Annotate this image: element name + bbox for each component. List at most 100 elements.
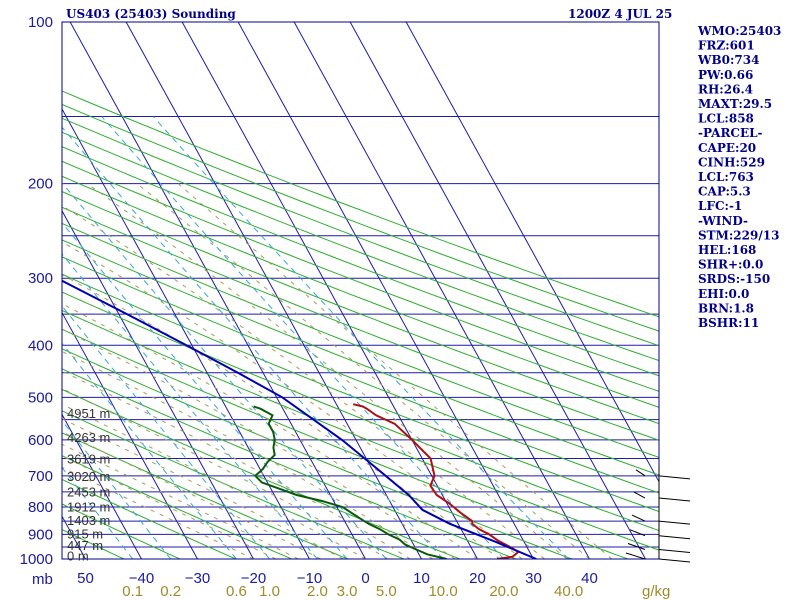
wind-barb-flag <box>627 543 646 550</box>
wind-barb <box>658 520 691 525</box>
moist-adiabat-line <box>62 370 411 559</box>
mixing-ratio-line <box>152 116 569 559</box>
dry-adiabat-line <box>62 291 659 532</box>
pressure-tick-label: 300 <box>28 270 53 287</box>
dry-adiabat-line <box>62 503 181 559</box>
moist-adiabat-line <box>62 387 389 559</box>
pressure-tick-label: 800 <box>28 499 53 516</box>
mixing-ratio-tick-label: 1.0 <box>259 583 280 600</box>
mixing-ratio-tick-label: 10.0 <box>428 583 457 600</box>
moist-adiabat-line <box>86 183 568 559</box>
dry-adiabat-line <box>62 160 659 392</box>
moist-adiabat-line <box>62 418 344 559</box>
pressure-unit-label: mb <box>32 571 53 588</box>
plot-frame <box>61 21 660 560</box>
isotherm-line <box>0 22 30 559</box>
dewpoint-trace <box>253 405 447 559</box>
height-label: 0 m <box>67 549 89 564</box>
height-label: 915 m <box>67 526 103 541</box>
index-value: SHR+:0.0 <box>698 258 763 272</box>
isotherm-line <box>62 209 254 559</box>
dry-adiabat-line <box>62 90 659 318</box>
mixing-ratio-tick-label: 2.0 <box>307 583 328 600</box>
temperature-tick-label: 0 <box>361 570 369 587</box>
dry-adiabat-line <box>62 117 659 347</box>
index-value: CINH:529 <box>698 155 765 169</box>
station-title: US403 (25403) Sounding <box>66 7 236 21</box>
mixing-ratio-tick-label: 40.0 <box>554 583 583 600</box>
dry-adiabat-line <box>62 432 349 559</box>
index-value: WMO:25403 <box>697 24 781 38</box>
index-value: BSHR:11 <box>698 316 759 330</box>
wind-barb <box>658 548 691 553</box>
moist-adiabat-line <box>136 183 590 559</box>
isotherm-line <box>62 311 198 559</box>
wind-barb-flag <box>629 529 646 537</box>
temperature-tick-label: 20 <box>469 570 486 587</box>
index-value: LCL:858 <box>698 112 754 126</box>
wind-barb <box>658 558 691 563</box>
pressure-tick-label: 1000 <box>20 551 53 568</box>
wind-barb-flag <box>635 469 646 477</box>
mixing-ratio-line <box>62 221 348 559</box>
height-label: 4263 m <box>67 430 110 445</box>
pressure-tick-label: 700 <box>28 468 53 485</box>
temperature-tick-label: 30 <box>525 570 542 587</box>
index-value: HEL:168 <box>698 243 756 257</box>
moist-adiabat-line <box>62 241 523 559</box>
pressure-tick-label: 500 <box>28 389 53 406</box>
mixing-ratio-line <box>62 419 172 559</box>
dry-adiabat-line <box>62 103 659 332</box>
mixing-ratio-tick-label: 0.2 <box>160 583 181 600</box>
isotherm-line <box>125 22 422 559</box>
index-value: RH:26.4 <box>698 82 753 96</box>
chart-traces <box>62 279 537 559</box>
wind-barb <box>658 535 691 540</box>
temperature-tick-label: −30 <box>185 570 210 587</box>
moist-adiabat-line <box>62 328 456 559</box>
mixing-ratio-tick-label: 20.0 <box>489 583 518 600</box>
index-value: EHI:0.0 <box>698 287 749 301</box>
dry-adiabat-line <box>62 222 659 458</box>
index-value: PW:0.66 <box>698 68 753 82</box>
index-value: FRZ:601 <box>698 39 755 53</box>
height-label: 3020 m <box>67 469 110 484</box>
index-value: LCL:763 <box>698 170 754 184</box>
index-panel: WMO:25403FRZ:601WB0:734PW:0.66RH:26.4MAX… <box>697 24 781 330</box>
dry-adiabat-line <box>62 175 659 408</box>
dry-adiabat-line <box>62 146 659 377</box>
isotherm-line <box>349 22 646 559</box>
index-value: SRDS:-150 <box>698 272 770 286</box>
mixing-ratio-unit-label: g/kg <box>642 583 670 600</box>
chart-grid <box>0 22 659 559</box>
isotherm-line <box>181 22 478 559</box>
mixing-ratio-line <box>62 126 444 559</box>
temperature-tick-label: −40 <box>129 570 154 587</box>
moist-adiabat-line <box>62 350 433 559</box>
isotherm-line <box>405 22 659 483</box>
isotherm-line <box>293 22 590 559</box>
index-value: BRN:1.8 <box>698 301 754 315</box>
dry-adiabat-line <box>62 256 659 494</box>
temperature-tick-label: 50 <box>77 570 94 587</box>
mixing-ratio-tick-label: 0.6 <box>226 583 247 600</box>
index-value: CAP:5.3 <box>698 185 751 199</box>
dry-adiabat-line <box>62 191 659 425</box>
mixing-ratio-line <box>62 342 237 559</box>
pressure-tick-label: 600 <box>28 432 53 449</box>
dry-adiabat-line <box>62 410 405 559</box>
pressure-tick-label: 400 <box>28 337 53 354</box>
dry-adiabat-line <box>62 478 237 559</box>
moist-adiabat-line <box>62 205 546 559</box>
mixing-ratio-tick-label: 3.0 <box>337 583 358 600</box>
dry-adiabat-line <box>62 368 517 559</box>
dry-adiabat-line <box>62 273 659 513</box>
moist-adiabat-line <box>62 403 366 559</box>
index-value: WB0:734 <box>697 53 759 67</box>
index-value: LFC:-1 <box>698 199 742 213</box>
mixing-ratio-line <box>101 116 505 559</box>
isotherm-line <box>69 22 366 559</box>
